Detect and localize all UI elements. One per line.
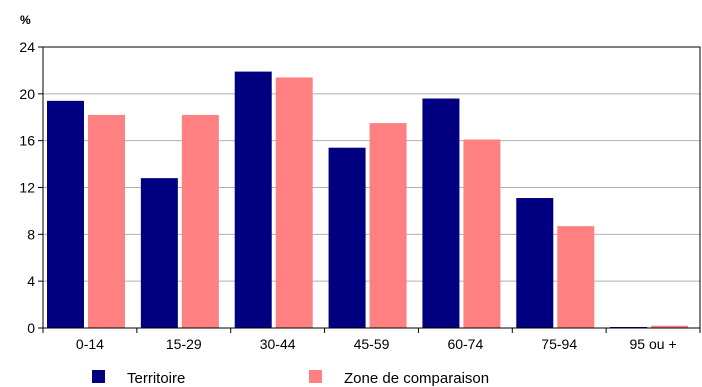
bar-territoire-60-74 (422, 98, 460, 329)
bar-zone-comparaison-45-59 (369, 123, 407, 329)
bar-territoire-15-29 (140, 178, 178, 328)
bar-territoire-30-44 (234, 71, 272, 329)
x-tick-label: 30-44 (260, 336, 296, 352)
y-tick-label: 4 (27, 273, 35, 289)
bars (47, 71, 689, 329)
bar-zone-comparaison-0-14 (88, 114, 125, 329)
y-tick-label: 8 (27, 226, 35, 242)
legend-swatch (92, 370, 105, 383)
y-tick-label: 0 (27, 320, 35, 336)
bar-zone-comparaison-30-44 (275, 77, 313, 328)
y-axis-ticks: 0 4 8 12 16 20 24 (19, 39, 43, 336)
legend-label: Territoire (127, 370, 185, 387)
bar-territoire-45-59 (328, 147, 366, 328)
y-tick-label: 20 (19, 86, 35, 102)
bar-territoire-0-14 (47, 100, 84, 328)
x-tick-label: 60-74 (447, 336, 483, 352)
y-tick-label: 12 (19, 180, 35, 196)
bar-zone-comparaison-75-94 (557, 226, 595, 328)
legend: Territoire Zone de comparaison (92, 370, 489, 387)
x-tick-label: 75-94 (541, 336, 577, 352)
x-tick-label: 0-14 (76, 336, 104, 352)
bar-zone-comparaison-95-ou-+ (651, 325, 689, 328)
x-tick-label: 15-29 (166, 336, 202, 352)
x-tick-label: 95 ou + (630, 336, 677, 352)
bar-zone-comparaison-15-29 (181, 114, 219, 329)
y-unit-label: % (20, 13, 31, 27)
legend-label: Zone de comparaison (344, 370, 489, 387)
y-tick-label: 24 (19, 39, 35, 55)
bar-zone-comparaison-60-74 (463, 139, 501, 328)
y-tick-label: 16 (19, 133, 35, 149)
bar-territoire-75-94 (516, 198, 554, 328)
x-axis-ticks: 0-14 15-29 30-44 45-59 60-74 75-94 95 ou + (42, 328, 701, 352)
legend-swatch (309, 370, 322, 383)
x-tick-label: 45-59 (354, 336, 390, 352)
